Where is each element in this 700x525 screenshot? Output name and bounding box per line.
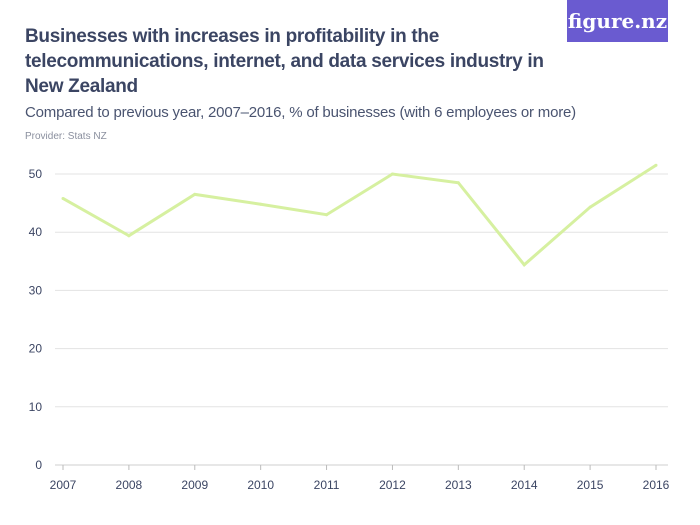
data-point: [588, 205, 592, 209]
data-point: [61, 196, 65, 200]
x-tick-label: 2010: [247, 478, 274, 492]
y-tick-label: 30: [29, 283, 43, 297]
data-point: [456, 181, 460, 185]
chart-title: Businesses with increases in profitabili…: [25, 26, 544, 97]
x-tick-label: 2015: [577, 478, 604, 492]
x-tick-label: 2012: [379, 478, 406, 492]
data-point: [127, 234, 131, 238]
data-point: [522, 263, 526, 267]
y-tick-label: 40: [29, 225, 43, 239]
y-tick-label: 50: [29, 167, 43, 181]
data-point: [325, 213, 329, 217]
data-point: [259, 202, 263, 206]
data-point: [390, 172, 394, 176]
y-tick-label: 0: [35, 458, 42, 472]
figure-nz-logo[interactable]: figure.nz: [567, 0, 668, 42]
y-tick-label: 20: [29, 342, 43, 356]
data-point: [193, 192, 197, 196]
y-tick-label: 10: [29, 400, 43, 414]
x-tick-label: 2013: [445, 478, 472, 492]
data-point: [654, 163, 658, 167]
chart-subtitle: Compared to previous year, 2007–2016, % …: [25, 104, 576, 121]
x-tick-label: 2008: [116, 478, 143, 492]
x-tick-label: 2009: [181, 478, 208, 492]
x-tick-label: 2011: [314, 478, 340, 492]
chart-header: Businesses with increases in profitabili…: [25, 24, 576, 143]
x-tick-label: 2007: [50, 478, 77, 492]
x-tick-label: 2016: [643, 478, 670, 492]
series-line: [62, 164, 657, 267]
provider-label: Provider: Stats NZ: [25, 131, 107, 142]
x-tick-label: 2014: [511, 478, 538, 492]
